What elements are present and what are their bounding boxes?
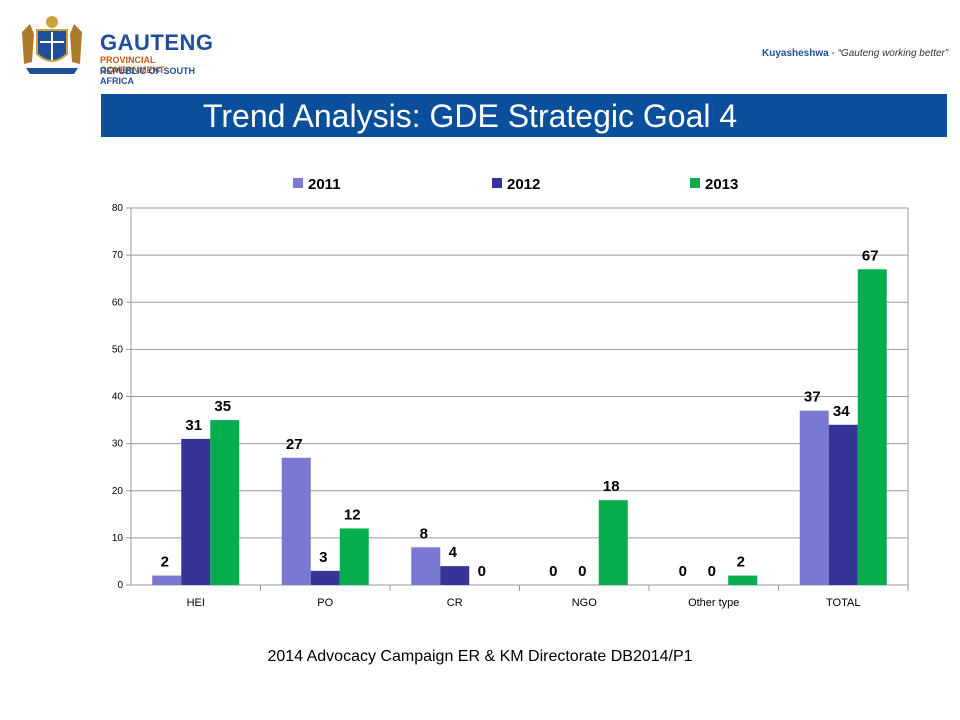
y-tick-label: 70 <box>112 250 124 261</box>
logo-subtitle-2: REPUBLIC OF SOUTH AFRICA <box>100 66 196 86</box>
x-tick-label: CR <box>447 597 463 609</box>
legend-swatch-2013 <box>690 178 700 188</box>
x-tick-label: PO <box>317 597 333 609</box>
bar-2012 <box>310 570 340 585</box>
legend-label: 2013 <box>705 176 738 193</box>
data-label: 0 <box>708 563 716 580</box>
y-tick-label: 10 <box>112 533 124 544</box>
legend-swatch-2012 <box>492 178 502 188</box>
y-tick-label: 60 <box>112 297 124 308</box>
bar-2013 <box>598 500 628 585</box>
data-label: 2 <box>161 554 169 571</box>
title-bar: Trend Analysis: GDE Strategic Goal 4 <box>101 94 947 137</box>
x-tick-label: NGO <box>572 597 598 609</box>
footer-text: 2014 Advocacy Campaign ER & KM Directora… <box>267 648 693 665</box>
data-label: 37 <box>804 389 821 406</box>
legend-label: 2011 <box>308 176 341 193</box>
bar-2011 <box>799 410 829 585</box>
bar-2012 <box>440 566 470 585</box>
bar-2013 <box>857 269 887 585</box>
gauteng-logo: GAUTENG PROVINCIAL GOVERNMENT REPUBLIC O… <box>12 12 213 86</box>
page-title: Trend Analysis: GDE Strategic Goal 4 <box>203 98 738 134</box>
y-tick-label: 0 <box>117 580 123 591</box>
bar-2011 <box>281 457 311 585</box>
bar-2013 <box>210 420 240 585</box>
legend-swatch-2011 <box>293 178 303 188</box>
data-label: 35 <box>214 398 231 415</box>
data-label: 2 <box>737 554 745 571</box>
data-label: 0 <box>578 563 586 580</box>
bar-2012 <box>828 424 858 585</box>
bar-2011 <box>152 575 182 585</box>
logo-subtitle-1: PROVINCIAL GOVERNMENT <box>100 55 165 75</box>
data-label: 27 <box>286 436 303 453</box>
x-tick-label: Other type <box>688 597 739 609</box>
data-label: 0 <box>679 563 687 580</box>
data-label: 34 <box>833 403 850 420</box>
data-label: 4 <box>449 544 458 561</box>
data-label: 8 <box>420 525 428 542</box>
slogan-separator: - <box>828 48 838 59</box>
bar-2013 <box>339 528 369 585</box>
legend-label: 2012 <box>507 176 540 193</box>
slogan-brand: Kuyasheshwa <box>762 48 829 59</box>
slogan-text: “Gauteng working better” <box>837 48 949 59</box>
bar-2012 <box>181 438 211 585</box>
bar-2011 <box>411 547 441 585</box>
x-tick-label: HEI <box>187 597 205 609</box>
data-label: 12 <box>344 506 361 523</box>
bar-chart: 01020304050607080HEI23135PO27312CR840NGO… <box>112 176 909 609</box>
y-tick-label: 50 <box>112 344 124 355</box>
x-tick-label: TOTAL <box>826 597 860 609</box>
data-label: 3 <box>319 549 327 566</box>
data-label: 0 <box>549 563 557 580</box>
bar-2013 <box>728 575 758 585</box>
data-label: 67 <box>862 247 879 264</box>
y-tick-label: 30 <box>112 439 124 450</box>
coat-of-arms-icon <box>22 16 82 74</box>
data-label: 0 <box>478 563 486 580</box>
y-tick-label: 40 <box>112 392 124 403</box>
logo-name: GAUTENG <box>100 30 214 55</box>
data-label: 31 <box>185 417 202 434</box>
y-tick-label: 20 <box>112 486 124 497</box>
y-tick-label: 80 <box>112 203 124 214</box>
data-label: 18 <box>603 478 620 495</box>
slogan: Kuyasheshwa - “Gauteng working better” <box>762 48 948 59</box>
